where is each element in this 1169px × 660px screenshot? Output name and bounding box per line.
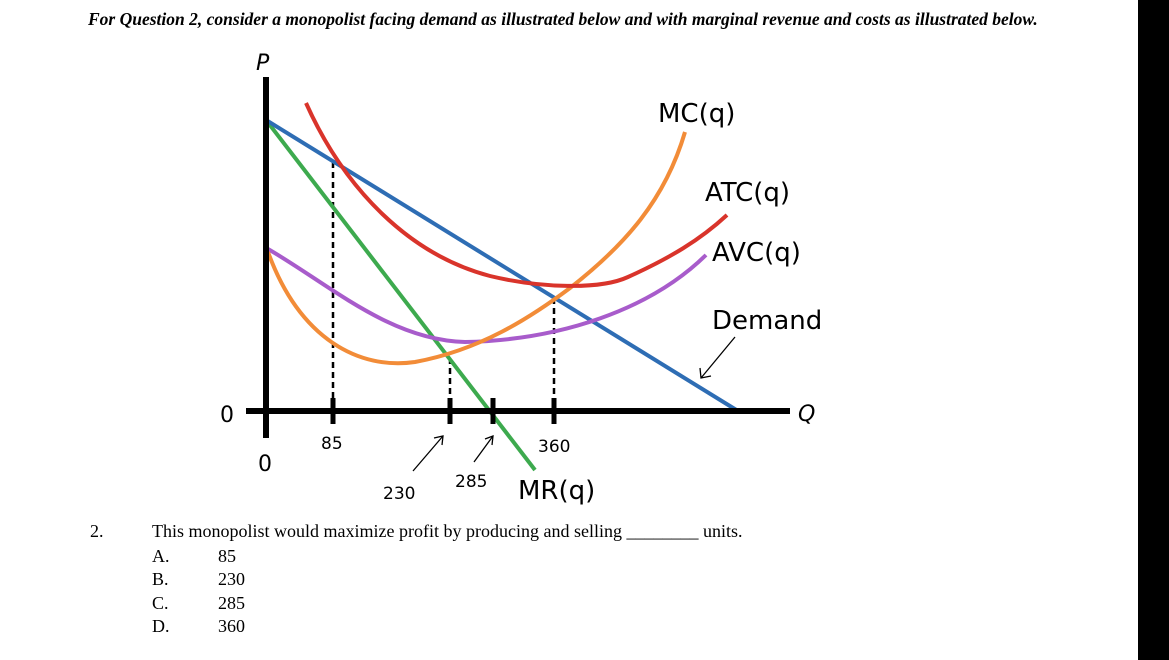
option-letter: A. bbox=[152, 546, 170, 566]
option-letter: D. bbox=[152, 615, 170, 636]
mr-label: MR(q) bbox=[518, 476, 595, 506]
origin-label-left: 0 bbox=[220, 403, 234, 428]
option-b: B. 230 bbox=[152, 568, 245, 591]
mc-curve bbox=[266, 131, 687, 366]
scrollbar-track[interactable] bbox=[1138, 0, 1169, 660]
origin-label-bottom: 0 bbox=[258, 452, 272, 477]
question-number: 2. bbox=[90, 521, 104, 541]
document-page: For Question 2, consider a monopolist fa… bbox=[0, 0, 1138, 660]
y-axis-label: P bbox=[256, 51, 270, 76]
avc-label: AVC(q) bbox=[712, 238, 801, 268]
atc-curve bbox=[304, 102, 729, 288]
option-c: C. 285 bbox=[152, 592, 245, 615]
demand-curve bbox=[264, 118, 740, 413]
option-value: 285 bbox=[218, 592, 245, 613]
option-value: 360 bbox=[218, 615, 245, 636]
option-letter: B. bbox=[152, 569, 169, 590]
option-a: A. 85 bbox=[152, 545, 245, 568]
atc-label: ATC(q) bbox=[705, 178, 790, 208]
tick-label-285: 285 bbox=[455, 472, 487, 492]
question-intro: For Question 2, consider a monopolist fa… bbox=[88, 9, 1038, 29]
demand-label: Demand bbox=[712, 306, 822, 336]
option-letter: C. bbox=[152, 592, 169, 613]
tick-label-85: 85 bbox=[321, 434, 343, 454]
option-d: D. 360 bbox=[152, 615, 245, 638]
option-value: 230 bbox=[218, 569, 245, 590]
option-value: 85 bbox=[218, 546, 236, 566]
arrow-285-icon bbox=[473, 435, 494, 463]
monopoly-cost-graph: P Q 0 0 85 230 285 360 MC(q) ATC(q) AVC(… bbox=[220, 51, 822, 506]
x-axis-label: Q bbox=[798, 402, 815, 427]
mc-label: MC(q) bbox=[658, 99, 735, 129]
tick-label-360: 360 bbox=[538, 437, 570, 457]
tick-label-230: 230 bbox=[383, 484, 415, 504]
question-text: This monopolist would maximize profit by… bbox=[152, 521, 743, 541]
arrow-demand-icon bbox=[699, 336, 736, 379]
arrow-230-icon bbox=[412, 435, 444, 472]
avc-curve bbox=[266, 247, 708, 345]
answer-options: A. 85 B. 230 C. 285 D. 360 bbox=[152, 545, 245, 638]
